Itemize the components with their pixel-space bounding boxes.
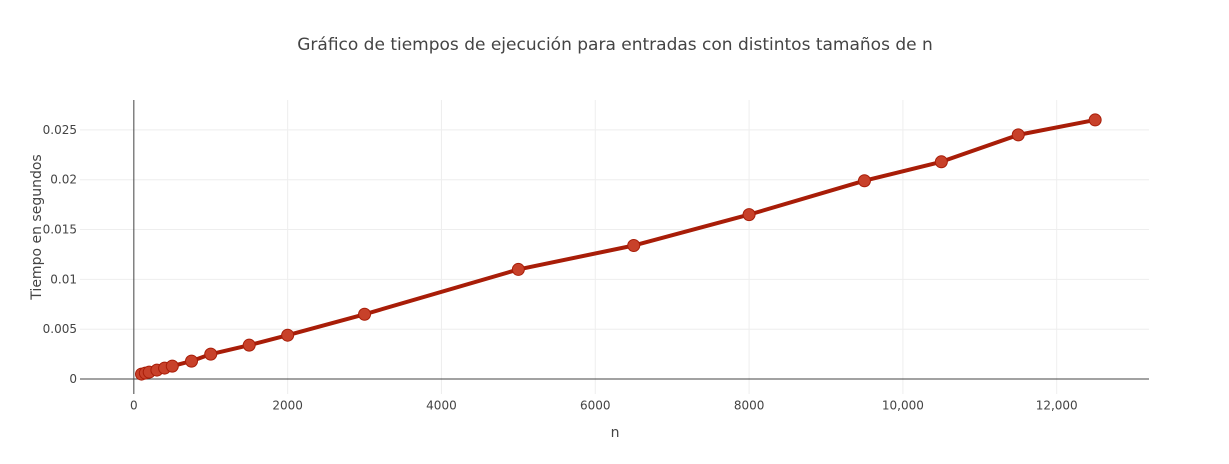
data-point[interactable] <box>934 155 948 169</box>
data-point[interactable] <box>742 208 756 222</box>
y-tick-label: 0.005 <box>43 322 77 336</box>
data-point[interactable] <box>857 174 871 188</box>
x-axis-ticks: 0 2000 4000 6000 8000 10,000 12,000 <box>130 398 1078 412</box>
y-tick-label: 0.01 <box>50 272 77 286</box>
axes <box>80 100 1149 394</box>
x-tick-label: 10,000 <box>882 398 924 412</box>
chart-title: Gráfico de tiempos de ejecución para ent… <box>297 35 933 55</box>
x-axis-title: n <box>611 425 620 441</box>
grid <box>80 100 1149 394</box>
y-tick-label: 0 <box>69 372 77 386</box>
data-point[interactable] <box>281 328 295 342</box>
data-point[interactable] <box>242 338 256 352</box>
data-point[interactable] <box>1088 113 1102 127</box>
y-tick-label: 0.02 <box>50 173 77 187</box>
data-point[interactable] <box>204 347 218 361</box>
data-point[interactable] <box>165 359 179 373</box>
y-axis-ticks: 0 0.005 0.01 0.015 0.02 0.025 <box>43 123 77 386</box>
data-point[interactable] <box>358 307 372 321</box>
x-tick-label: 6000 <box>580 398 611 412</box>
data-point[interactable] <box>1011 128 1025 142</box>
x-tick-label: 8000 <box>734 398 765 412</box>
x-tick-label: 4000 <box>426 398 457 412</box>
data-point[interactable] <box>627 239 641 253</box>
points-layer <box>135 113 1102 381</box>
x-tick-label: 12,000 <box>1036 398 1078 412</box>
data-point[interactable] <box>185 354 199 368</box>
x-tick-label: 0 <box>130 398 138 412</box>
y-tick-label: 0.015 <box>43 223 77 237</box>
y-tick-label: 0.025 <box>43 123 77 137</box>
y-axis-title: Tiempo en segundos <box>29 154 45 300</box>
data-point[interactable] <box>511 262 525 276</box>
x-tick-label: 2000 <box>272 398 303 412</box>
